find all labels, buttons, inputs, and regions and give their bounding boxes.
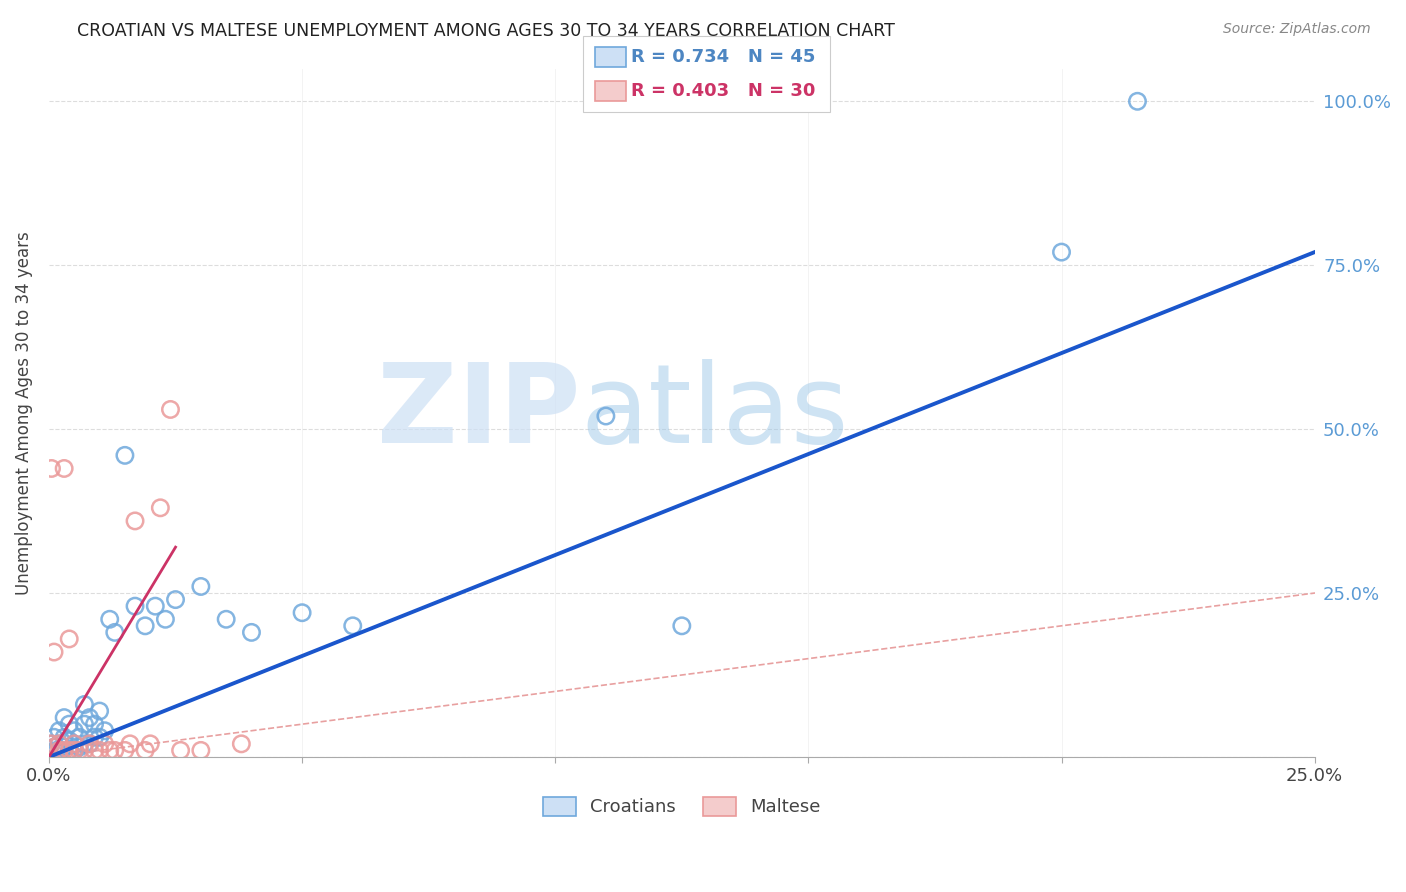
- Point: [48, 737, 70, 751]
- Point: [215, 612, 238, 626]
- Point: [190, 743, 212, 757]
- Text: CROATIAN VS MALTESE UNEMPLOYMENT AMONG AGES 30 TO 34 YEARS CORRELATION CHART: CROATIAN VS MALTESE UNEMPLOYMENT AMONG A…: [77, 22, 896, 40]
- Point: [595, 409, 617, 423]
- Point: [104, 743, 127, 757]
- Point: [139, 737, 162, 751]
- Point: [83, 743, 105, 757]
- Point: [83, 717, 105, 731]
- Point: [53, 461, 76, 475]
- Point: [98, 743, 121, 757]
- Point: [89, 743, 111, 757]
- Point: [58, 717, 80, 731]
- Point: [42, 645, 65, 659]
- Point: [118, 737, 141, 751]
- Point: [58, 632, 80, 646]
- Point: [41, 737, 63, 751]
- Point: [149, 500, 172, 515]
- Point: [42, 731, 65, 745]
- Point: [41, 461, 63, 475]
- Point: [67, 743, 90, 757]
- Point: [45, 743, 67, 757]
- Point: [134, 743, 156, 757]
- Point: [58, 733, 80, 747]
- Point: [114, 743, 136, 757]
- Point: [79, 737, 101, 751]
- Text: Source: ZipAtlas.com: Source: ZipAtlas.com: [1223, 22, 1371, 37]
- Point: [42, 740, 65, 755]
- Point: [53, 711, 76, 725]
- Text: ZIP: ZIP: [377, 359, 581, 467]
- Point: [67, 731, 90, 745]
- Point: [83, 731, 105, 745]
- Text: atlas: atlas: [581, 359, 849, 467]
- Point: [124, 599, 146, 614]
- Point: [73, 737, 96, 751]
- Point: [48, 723, 70, 738]
- Point: [1126, 95, 1149, 109]
- Point: [63, 743, 86, 757]
- Point: [114, 448, 136, 462]
- Point: [190, 579, 212, 593]
- Point: [89, 704, 111, 718]
- Point: [48, 737, 70, 751]
- Point: [104, 625, 127, 640]
- Point: [124, 514, 146, 528]
- Point: [89, 731, 111, 745]
- Point: [291, 606, 314, 620]
- Point: [53, 740, 76, 755]
- Point: [63, 737, 86, 751]
- Point: [42, 740, 65, 755]
- Point: [159, 402, 181, 417]
- Point: [63, 743, 86, 757]
- Point: [67, 740, 90, 755]
- Point: [73, 717, 96, 731]
- Point: [231, 737, 253, 751]
- Point: [1050, 245, 1073, 260]
- Point: [41, 737, 63, 751]
- Point: [93, 737, 115, 751]
- Point: [155, 612, 177, 626]
- Point: [165, 592, 187, 607]
- Point: [73, 698, 96, 712]
- Point: [58, 743, 80, 757]
- Point: [58, 743, 80, 757]
- Point: [93, 723, 115, 738]
- Point: [342, 619, 364, 633]
- Point: [53, 743, 76, 757]
- Point: [63, 723, 86, 738]
- Text: R = 0.734   N = 45: R = 0.734 N = 45: [631, 48, 815, 66]
- Point: [240, 625, 263, 640]
- Point: [53, 731, 76, 745]
- Point: [79, 737, 101, 751]
- Point: [98, 612, 121, 626]
- Point: [134, 619, 156, 633]
- Point: [79, 711, 101, 725]
- Point: [143, 599, 166, 614]
- Point: [51, 743, 73, 757]
- Y-axis label: Unemployment Among Ages 30 to 34 years: Unemployment Among Ages 30 to 34 years: [15, 231, 32, 595]
- Point: [73, 743, 96, 757]
- Point: [63, 737, 86, 751]
- Point: [48, 743, 70, 757]
- Text: R = 0.403   N = 30: R = 0.403 N = 30: [631, 82, 815, 100]
- Legend: Croatians, Maltese: Croatians, Maltese: [536, 789, 828, 823]
- Point: [671, 619, 693, 633]
- Point: [169, 743, 191, 757]
